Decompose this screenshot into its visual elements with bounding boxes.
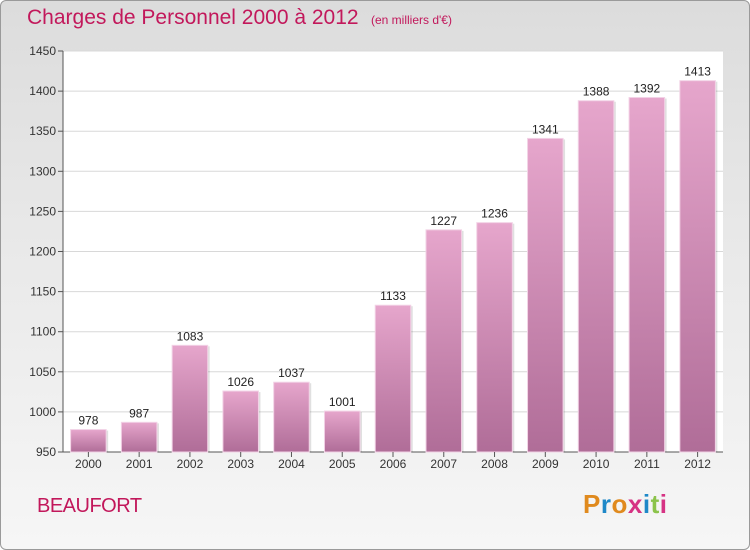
data-label: 1341 — [532, 122, 559, 136]
x-tick-label: 2003 — [227, 457, 254, 471]
bar — [171, 344, 209, 453]
logo-letter: i — [642, 489, 651, 519]
bar — [70, 429, 107, 453]
y-tick-label: 1200 — [29, 245, 56, 259]
y-tick-label: 1350 — [29, 124, 56, 138]
data-label: 1236 — [481, 207, 508, 221]
data-label: 1001 — [329, 395, 356, 409]
x-tick-label: 2011 — [634, 457, 660, 471]
data-label: 1133 — [380, 289, 406, 303]
bar — [222, 390, 259, 453]
data-label: 1026 — [227, 375, 254, 389]
bar — [273, 381, 310, 453]
data-label: 1413 — [684, 65, 711, 79]
bar — [527, 137, 564, 453]
x-tick-label: 2009 — [532, 457, 559, 471]
x-tick-label: 2002 — [177, 457, 204, 471]
bar — [323, 410, 361, 453]
data-label: 1388 — [583, 85, 610, 99]
bar — [679, 80, 716, 453]
data-label: 1392 — [633, 82, 660, 96]
chart-title: Charges de Personnel 2000 à 2012 — [27, 6, 359, 29]
x-tick-label: 2004 — [278, 457, 305, 471]
bar — [628, 97, 666, 453]
x-tick-label: 2010 — [583, 457, 610, 471]
y-tick-label: 950 — [36, 445, 56, 459]
y-tick-label: 1150 — [30, 285, 56, 299]
y-axis-ticks: 950 1000 1050 1100 1150 1200 1250 1300 1350 1400 1… — [29, 44, 63, 459]
data-label: 1083 — [177, 329, 204, 343]
proxiti-logo: Proxiti — [583, 489, 667, 520]
data-label: 978 — [78, 414, 98, 428]
y-tick-label: 1400 — [29, 84, 56, 98]
bars — [70, 80, 718, 453]
y-tick-label: 1050 — [29, 365, 56, 379]
logo-letter: i — [659, 489, 668, 519]
x-axis-ticks: 2000 2001 2002 2003 2004 2005 2006 2007 2008 2009… — [75, 452, 711, 471]
y-tick-label: 1250 — [29, 204, 56, 218]
logo-letter: t — [650, 489, 660, 519]
bar — [425, 229, 463, 453]
x-tick-label: 2012 — [684, 457, 711, 471]
x-tick-label: 2006 — [380, 457, 407, 471]
y-tick-label: 1300 — [29, 164, 56, 178]
y-tick-label: 1000 — [29, 405, 56, 419]
bar — [374, 304, 412, 453]
y-tick-label: 1100 — [30, 325, 56, 339]
bar — [577, 100, 615, 453]
logo-letter: x — [627, 489, 643, 519]
data-label: 1037 — [278, 366, 305, 380]
y-tick-label: 1450 — [29, 44, 56, 58]
logo-letter: r — [600, 489, 612, 519]
x-tick-label: 2000 — [75, 457, 102, 471]
bar — [476, 222, 513, 453]
data-label: 987 — [129, 406, 149, 420]
x-tick-label: 2005 — [329, 457, 356, 471]
bar — [120, 421, 158, 453]
logo-letter: P — [583, 489, 601, 519]
x-tick-label: 2001 — [126, 457, 153, 471]
x-tick-label: 2008 — [481, 457, 508, 471]
logo-letter: o — [611, 489, 628, 519]
chart-subtitle: (en milliers d'€) — [371, 13, 452, 27]
data-label: 1227 — [430, 214, 457, 228]
x-tick-label: 2007 — [430, 457, 457, 471]
data-labels: 978 987 1083 1026 1037 1001 1133 1227 1236 1341 13… — [78, 65, 711, 428]
commune-name: BEAUFORT — [37, 495, 142, 517]
